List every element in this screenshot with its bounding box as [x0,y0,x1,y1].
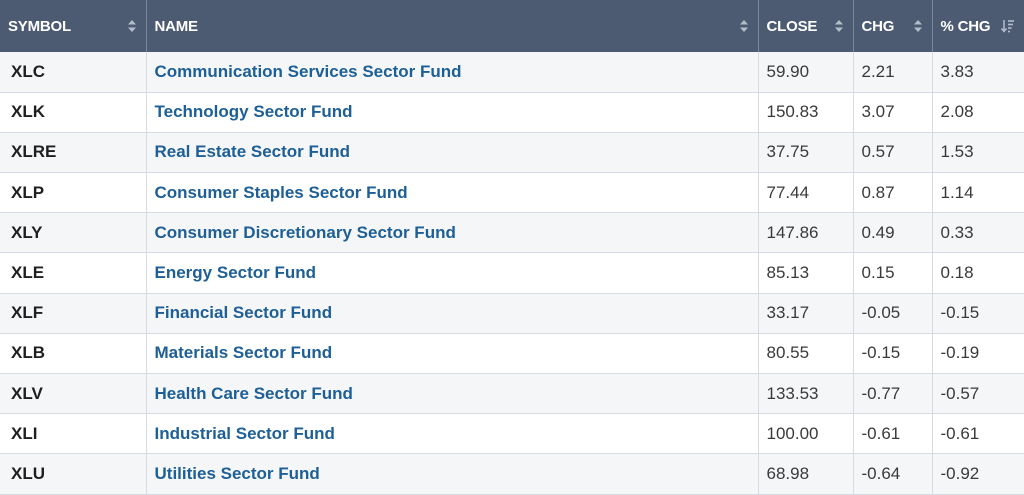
pct-chg-cell: -0.61 [932,413,1024,455]
pct-chg-cell: 0.18 [932,252,1024,294]
table-row[interactable]: XLY Consumer Discretionary Sector Fund 147… [0,212,1024,254]
column-header-label: SYMBOL [8,17,71,35]
name-cell: Energy Sector Fund [146,252,759,294]
table-row[interactable]: XLF Financial Sector Fund 33.17 -0.05 -0.15 [0,293,1024,334]
table-row[interactable]: XLE Energy Sector Fund 85.13 0.15 0.18 [0,252,1024,294]
chg-cell: -0.64 [853,453,933,495]
symbol-cell: XLI [0,413,147,455]
close-cell: 37.75 [758,132,854,174]
close-cell: 100.00 [758,413,854,455]
table-row[interactable]: XLC Communication Services Sector Fund 59.… [0,52,1024,93]
pct-chg-cell: -0.92 [932,453,1024,495]
pct-chg-cell: 0.33 [932,212,1024,254]
symbol-cell: XLY [0,212,147,254]
pct-chg-cell: 1.14 [932,172,1024,214]
sort-arrows-icon[interactable] [834,19,844,33]
symbol-cell: XLU [0,453,147,495]
chg-cell: 0.87 [853,172,933,214]
table-row[interactable]: XLV Health Care Sector Fund 133.53 -0.77 -0.… [0,373,1024,415]
pct-chg-cell: -0.57 [932,373,1024,415]
fund-name-link[interactable]: Energy Sector Fund [154,263,317,283]
close-cell: 133.53 [758,373,854,415]
column-header-label: CLOSE [766,17,818,35]
symbol-cell: XLRE [0,132,147,174]
close-cell: 147.86 [758,212,854,254]
table-row[interactable]: XLRE Real Estate Sector Fund 37.75 0.57 1.53 [0,132,1024,174]
fund-name-link[interactable]: Technology Sector Fund [154,102,353,122]
chg-cell: -0.61 [853,413,933,455]
fund-name-link[interactable]: Consumer Discretionary Sector Fund [154,222,456,242]
close-cell: 77.44 [758,172,854,214]
column-header-label: NAME [154,17,199,35]
sort-arrows-icon[interactable] [913,19,923,33]
sort-descending-icon[interactable] [1001,19,1015,33]
symbol-cell: XLB [0,333,147,375]
fund-name-link[interactable]: Industrial Sector Fund [154,423,335,443]
pct-chg-cell: -0.19 [932,333,1024,375]
chg-cell: -0.15 [853,333,933,375]
symbol-cell: XLC [0,52,147,93]
sort-arrows-icon[interactable] [739,19,749,33]
symbol-cell: XLK [0,92,147,133]
chg-cell: -0.05 [853,293,933,334]
close-cell: 80.55 [758,333,854,375]
fund-name-link[interactable]: Materials Sector Fund [154,343,333,363]
name-cell: Technology Sector Fund [146,92,759,133]
name-cell: Materials Sector Fund [146,333,759,375]
column-header-label: % CHG [940,17,991,35]
pct-chg-cell: 2.08 [932,92,1024,133]
name-cell: Real Estate Sector Fund [146,132,759,174]
sort-arrows-icon[interactable] [127,19,137,33]
fund-name-link[interactable]: Health Care Sector Fund [154,383,353,403]
column-header-name[interactable]: NAME [146,0,759,52]
close-cell: 150.83 [758,92,854,133]
symbol-cell: XLP [0,172,147,214]
name-cell: Communication Services Sector Fund [146,52,759,93]
name-cell: Consumer Discretionary Sector Fund [146,212,759,254]
column-header-symbol[interactable]: SYMBOL [0,0,147,52]
chg-cell: 0.49 [853,212,933,254]
close-cell: 33.17 [758,293,854,334]
chg-cell: 0.57 [853,132,933,174]
symbol-cell: XLV [0,373,147,415]
close-cell: 68.98 [758,453,854,495]
pct-chg-cell: 1.53 [932,132,1024,174]
chg-cell: -0.77 [853,373,933,415]
pct-chg-cell: -0.15 [932,293,1024,334]
name-cell: Consumer Staples Sector Fund [146,172,759,214]
close-cell: 59.90 [758,52,854,93]
symbol-cell: XLE [0,252,147,294]
name-cell: Financial Sector Fund [146,293,759,334]
fund-name-link[interactable]: Real Estate Sector Fund [154,142,351,162]
close-cell: 85.13 [758,252,854,294]
symbol-cell: XLF [0,293,147,334]
name-cell: Health Care Sector Fund [146,373,759,415]
chg-cell: 0.15 [853,252,933,294]
chg-cell: 3.07 [853,92,933,133]
column-header-close[interactable]: CLOSE [758,0,854,52]
table-row[interactable]: XLI Industrial Sector Fund 100.00 -0.61 -0.6… [0,413,1024,455]
table-body: XLC Communication Services Sector Fund 59.… [0,52,1024,495]
fund-name-link[interactable]: Consumer Staples Sector Fund [154,182,408,202]
pct-chg-cell: 3.83 [932,52,1024,93]
chg-cell: 2.21 [853,52,933,93]
table-row[interactable]: XLB Materials Sector Fund 80.55 -0.15 -0.19 [0,333,1024,375]
table-header-row: SYMBOL NAME CLOSE CHG [0,0,1024,52]
table-row[interactable]: XLP Consumer Staples Sector Fund 77.44 0.87… [0,172,1024,214]
name-cell: Industrial Sector Fund [146,413,759,455]
fund-name-link[interactable]: Financial Sector Fund [154,303,333,323]
fund-name-link[interactable]: Communication Services Sector Fund [154,61,462,81]
column-header-label: CHG [861,17,895,35]
column-header-chg[interactable]: CHG [853,0,933,52]
fund-name-link[interactable]: Utilities Sector Fund [154,463,320,483]
table-row[interactable]: XLK Technology Sector Fund 150.83 3.07 2.08 [0,92,1024,133]
name-cell: Utilities Sector Fund [146,453,759,495]
table-row[interactable]: XLU Utilities Sector Fund 68.98 -0.64 -0.92 [0,453,1024,495]
column-header-pct-chg[interactable]: % CHG [932,0,1024,52]
